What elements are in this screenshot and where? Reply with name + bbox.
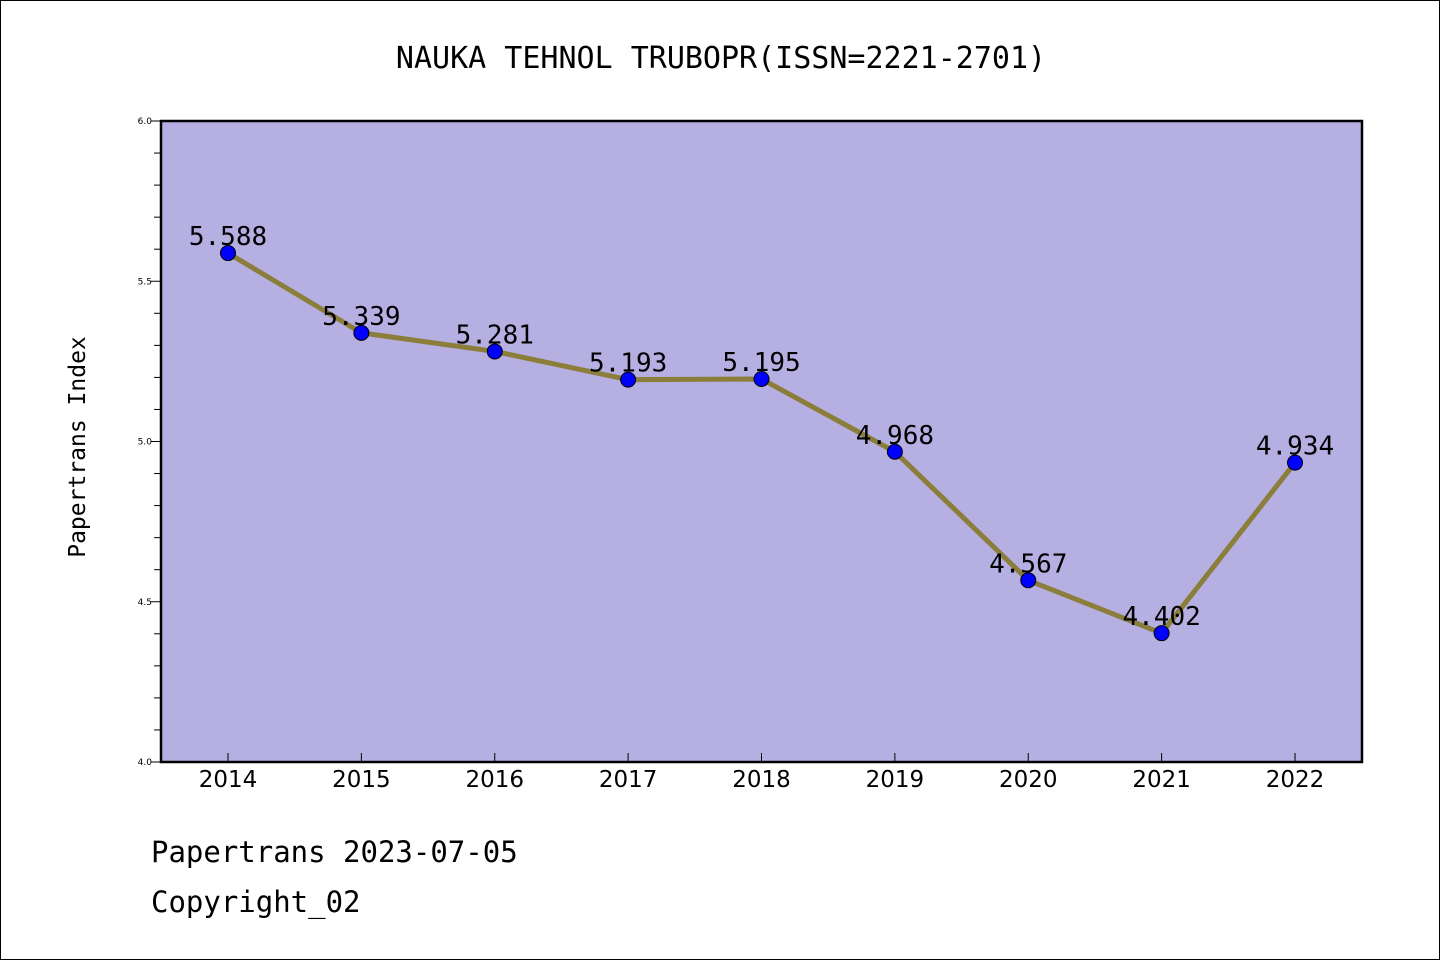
chart-title: NAUKA TEHNOL TRUBOPR(ISSN=2221-2701) [396, 41, 1046, 76]
data-label: 5.588 [189, 222, 267, 252]
copyright-text: Copyright_02 [151, 885, 361, 919]
data-point [1153, 625, 1170, 642]
x-tick-label: 2021 [1132, 767, 1191, 793]
data-point [886, 443, 903, 460]
data-label: 5.193 [589, 349, 667, 379]
x-tick-label: 2020 [999, 767, 1058, 793]
x-tick-label: 2014 [199, 767, 258, 793]
y-tick-label: 4.0 [138, 758, 153, 768]
x-tick-label: 2016 [465, 767, 524, 793]
x-tick-label: 2018 [732, 767, 791, 793]
data-label: 5.195 [722, 348, 800, 378]
x-axis: 2014 2015 2016 2017 2018 2019 2020 2021 2022 [199, 753, 1325, 793]
data-label: 4.567 [989, 549, 1067, 579]
y-tick-label: 4.5 [138, 598, 152, 608]
data-point [220, 245, 236, 262]
series-layer: 5.588 5.339 5.281 5.193 5.195 4.968 4.567 4.402… [189, 222, 1334, 642]
y-axis: 4.0 4.5 5.0 5.5 6.0 [138, 117, 161, 768]
source-date-text: Papertrans 2023-07-05 [151, 835, 518, 869]
data-label: 4.968 [856, 421, 934, 451]
data-label: 5.281 [456, 320, 534, 350]
data-point [1287, 454, 1303, 471]
data-point [486, 343, 503, 360]
x-tick-label: 2017 [599, 767, 658, 793]
y-axis-label: Papertrans Index [65, 336, 91, 558]
y-tick-label: 5.5 [138, 277, 152, 287]
data-point [353, 324, 370, 341]
y-tick-label: 5.0 [138, 438, 153, 448]
data-label: 4.402 [1122, 602, 1200, 632]
y-tick-label: 6.0 [138, 117, 153, 127]
x-tick-label: 2019 [866, 767, 925, 793]
x-tick-label: 2015 [332, 767, 391, 793]
data-label: 4.934 [1256, 432, 1334, 462]
data-point [620, 371, 637, 388]
data-point [1020, 572, 1037, 589]
plot-area [159, 119, 1364, 764]
x-tick-label: 2022 [1266, 767, 1325, 793]
data-point [753, 371, 770, 388]
data-label: 5.339 [322, 302, 400, 332]
